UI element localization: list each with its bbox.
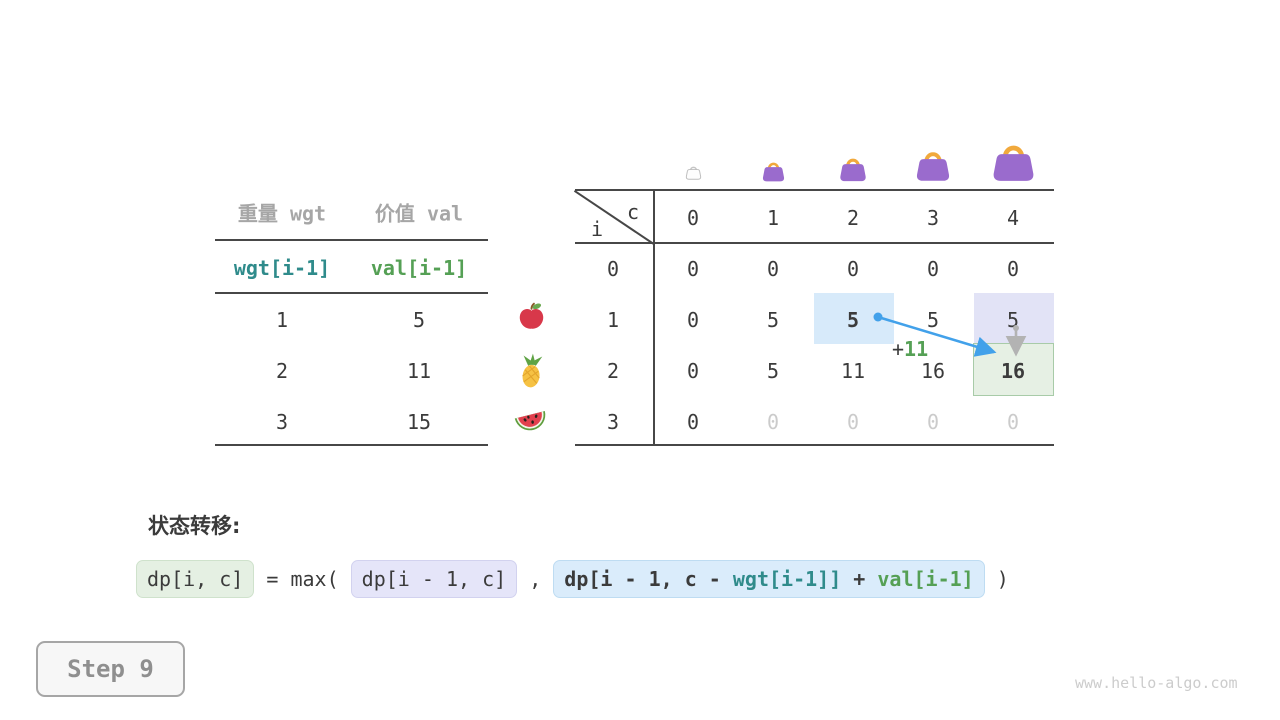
dp-cell-2-4: 16 (1000, 359, 1026, 383)
dp-rule-top (575, 189, 1054, 191)
dp-cell-3-0: 0 (686, 410, 700, 434)
dp-col-header-3: 3 (926, 206, 940, 230)
dp-col-header-2: 2 (846, 206, 860, 230)
dp-row-header-0: 0 (606, 257, 620, 281)
items-table-rule-top (215, 239, 488, 241)
dp-corner-row-var: i (590, 217, 604, 241)
dp-col-header-0: 0 (686, 206, 700, 230)
dp-col-header-4: 4 (1006, 206, 1020, 230)
dp-rule-header (575, 242, 1054, 244)
transition-label: 状态转移: (148, 514, 241, 538)
items-table-rule-bottom (215, 444, 488, 446)
dp-cell-1-2: 5 (846, 308, 860, 332)
dp-cell-3-4: 0 (1006, 410, 1020, 434)
item-2-value: 11 (406, 359, 432, 383)
plus-sign: + (892, 337, 905, 361)
items-code-wgt: wgt[i-1] (233, 256, 331, 280)
dp-cell-0-4: 0 (1006, 257, 1020, 281)
dp-cell-2-3: 16 (920, 359, 946, 383)
dp-row-header-3: 3 (606, 410, 620, 434)
dp-cell-1-3: 5 (926, 308, 940, 332)
plus-value-annotation: +11 (892, 337, 928, 361)
bag-large-icon (914, 145, 952, 182)
formula-lhs-box: dp[i, c] (136, 560, 255, 598)
item-2-weight: 2 (275, 359, 289, 383)
dp-corner-col-var: c (626, 200, 640, 224)
plus-value: 11 (904, 337, 929, 361)
item-3-weight: 3 (275, 410, 289, 434)
dp-cell-0-1: 0 (766, 257, 780, 281)
dp-cell-2-1: 5 (766, 359, 780, 383)
formula-arg2-wgt: wgt[i-1]] (732, 567, 842, 591)
items-col-value-header: 价值 val (374, 201, 464, 226)
dp-cell-0-2: 0 (846, 257, 860, 281)
formula-arg2-box: dp[i - 1, c - wgt[i-1]] + val[i-1] (553, 560, 985, 598)
dp-row-header-2: 2 (606, 359, 620, 383)
transition-formula: dp[i, c] = max( dp[i - 1, c] , dp[i - 1,… (136, 560, 1009, 598)
bag-medium-icon (838, 153, 868, 182)
apple-icon (516, 301, 547, 332)
bag-tiny-icon (685, 163, 702, 180)
bag-small-icon (761, 158, 786, 182)
watermelon-icon (512, 406, 549, 437)
item-1-weight: 1 (275, 308, 289, 332)
item-1-value: 5 (412, 308, 426, 332)
items-table-rule-mid (215, 292, 488, 294)
dp-cell-0-3: 0 (926, 257, 940, 281)
dp-cell-3-1: 0 (766, 410, 780, 434)
watermark: www.hello-algo.com (1075, 674, 1238, 692)
step-badge-label: Step 9 (67, 655, 154, 683)
formula-close: ) (984, 567, 1009, 591)
items-code-val: val[i-1] (370, 256, 468, 280)
dp-cell-3-2: 0 (846, 410, 860, 434)
dp-cell-0-0: 0 (686, 257, 700, 281)
formula-arg1-box: dp[i - 1, c] (350, 560, 518, 598)
dp-cell-1-1: 5 (766, 308, 780, 332)
dp-corner-diagonal (574, 190, 654, 245)
dp-cell-2-2: 11 (840, 359, 866, 383)
pineapple-icon (517, 352, 547, 389)
item-3-value: 15 (406, 410, 432, 434)
step-badge: Step 9 (36, 641, 185, 697)
formula-comma: , (517, 567, 554, 591)
bag-xlarge-icon (990, 137, 1037, 182)
dp-cell-1-0: 0 (686, 308, 700, 332)
formula-eq: = max( (254, 567, 351, 591)
items-col-weight-header: 重量 wgt (237, 201, 327, 226)
formula-arg2-plus: + (841, 567, 878, 591)
dp-col-header-1: 1 (766, 206, 780, 230)
dp-row-header-1: 1 (606, 308, 620, 332)
formula-arg2-val: val[i-1] (877, 567, 974, 591)
dp-rule-bottom (575, 444, 1054, 446)
formula-arg2-prefix: dp[i - 1, c - (564, 567, 733, 591)
dp-cell-3-3: 0 (926, 410, 940, 434)
dp-cell-1-4: 5 (1006, 308, 1020, 332)
dp-cell-2-0: 0 (686, 359, 700, 383)
dp-rule-vertical (653, 189, 655, 445)
